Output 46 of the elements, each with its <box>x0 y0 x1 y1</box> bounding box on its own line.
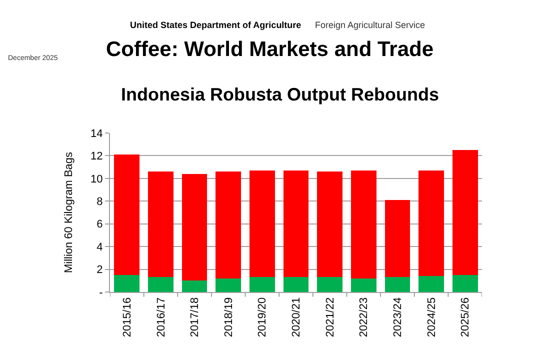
x-tick-label: 2022/23 <box>358 297 370 338</box>
bar <box>148 172 174 278</box>
y-tick-label: 12 <box>90 150 103 163</box>
bar <box>182 280 208 292</box>
y-tick-label: 14 <box>90 128 103 140</box>
y-tick-label: 2 <box>96 264 103 276</box>
text: United States Department of Agriculture <box>130 20 302 30</box>
x-tick-label: 2018/19 <box>222 297 235 338</box>
y-tick-label: 10 <box>90 173 103 186</box>
bar <box>452 274 478 292</box>
y-tick-label: 8 <box>96 196 103 208</box>
text: Coffee: World Markets and Trade <box>106 38 434 61</box>
y-tick-label: 6 <box>96 218 103 231</box>
bar <box>384 200 410 278</box>
y-tick-label: - <box>99 286 104 299</box>
chart-title: Indonesia Robusta Output Rebounds <box>121 84 439 105</box>
x-tick-label: 2017/18 <box>189 297 202 338</box>
bar <box>148 277 174 292</box>
bar <box>182 174 208 281</box>
bar <box>114 154 140 275</box>
y-axis-title: Million 60 Kilogram Bags <box>63 151 76 274</box>
x-tick-label: 2024/25 <box>426 297 438 338</box>
bar <box>418 170 444 276</box>
bar <box>350 278 376 292</box>
bar <box>452 150 478 275</box>
bar <box>283 277 309 292</box>
text: Foreign Agricultural Service <box>315 20 426 30</box>
bar <box>114 274 140 292</box>
bar <box>418 276 444 292</box>
x-tick-label: 2025/26 <box>460 297 472 338</box>
bar <box>317 172 342 278</box>
x-tick-label: 2015/16 <box>121 297 134 338</box>
bar <box>283 170 309 278</box>
y-tick-label: 4 <box>96 241 103 254</box>
bar <box>350 170 376 278</box>
x-tick-label: 2020/21 <box>290 297 303 338</box>
x-tick-label: 2016/17 <box>155 297 168 338</box>
x-tick-label: 2021/22 <box>324 297 336 338</box>
bar <box>317 277 342 292</box>
bar <box>216 172 242 278</box>
bar <box>216 278 242 292</box>
bar <box>250 277 275 292</box>
bar <box>384 277 410 292</box>
x-tick-label: 2023/24 <box>392 297 404 338</box>
bar <box>250 170 275 278</box>
x-tick-label: 2019/20 <box>256 297 269 338</box>
